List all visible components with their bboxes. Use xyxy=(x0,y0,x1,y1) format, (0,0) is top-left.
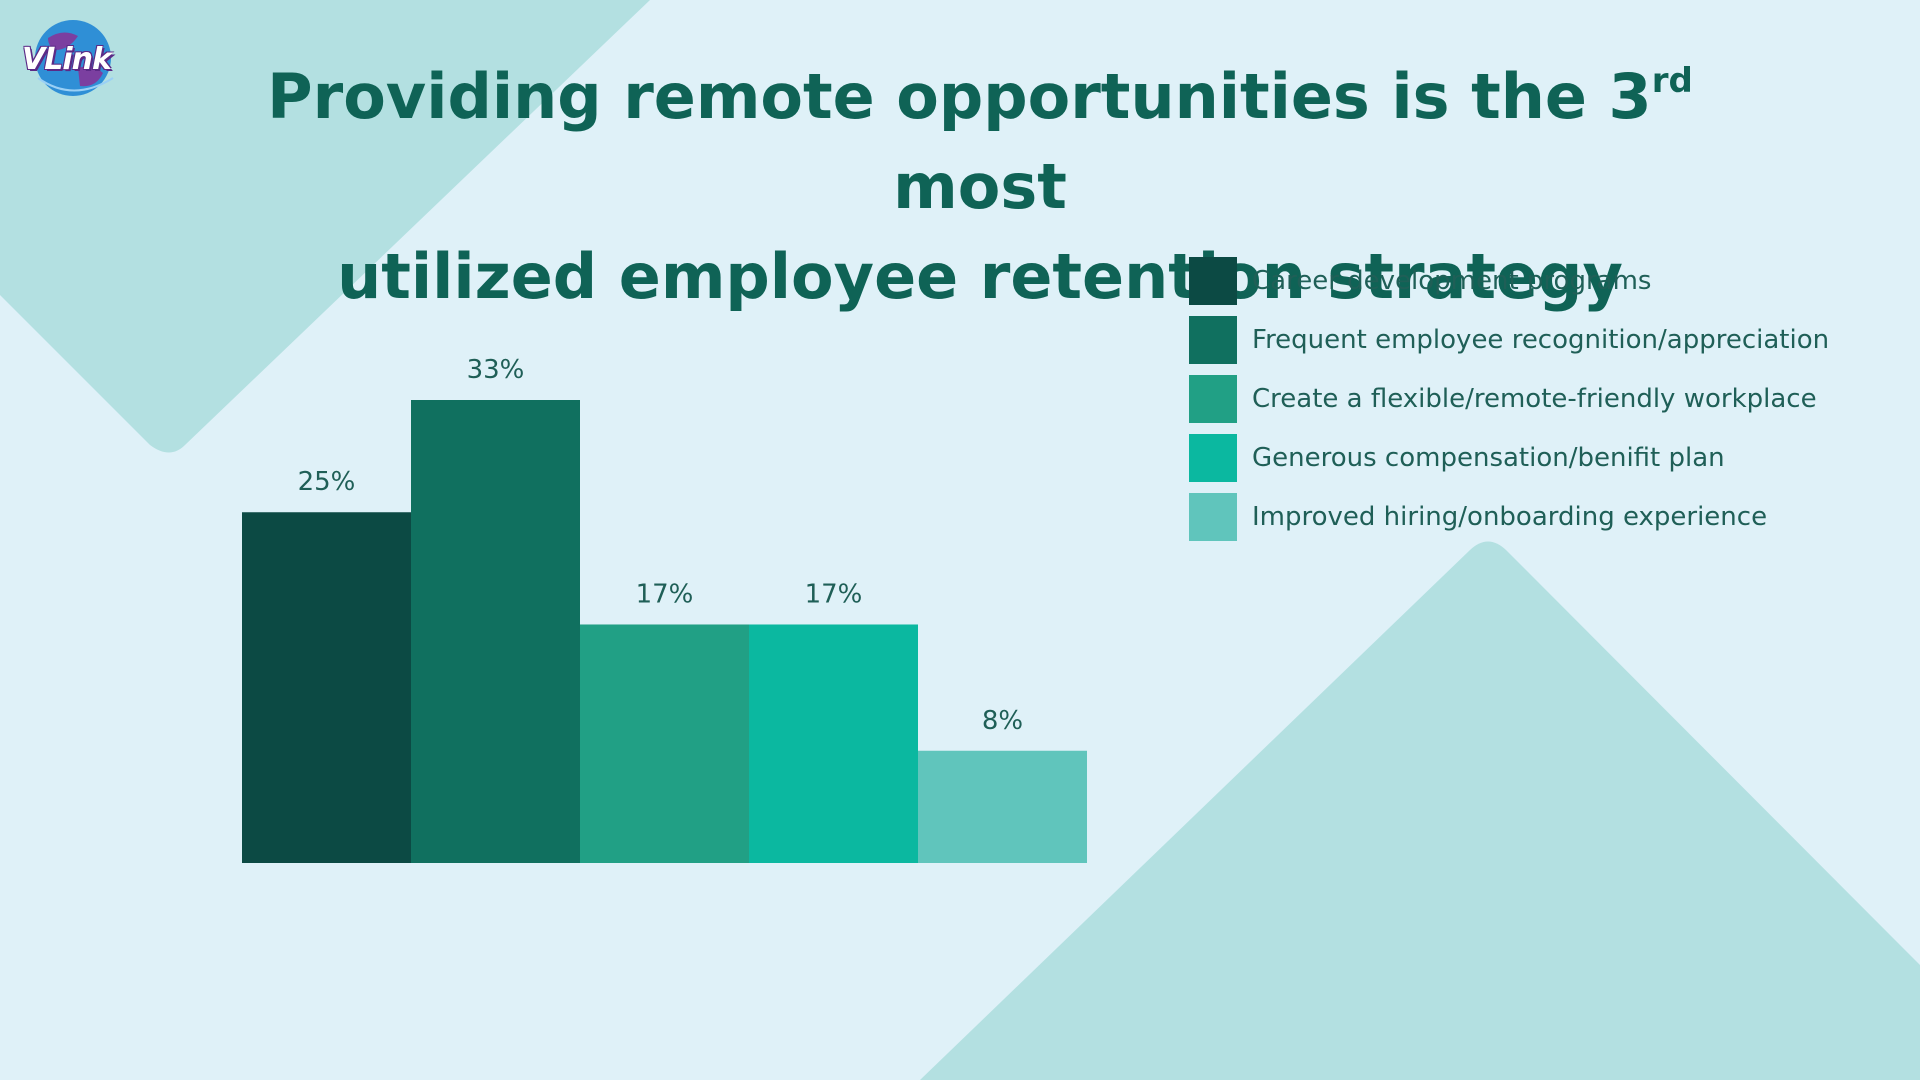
legend-label-5: Improved hiring/onboarding experience xyxy=(1252,502,1768,532)
legend-label-4: Generous compensation/benifit plan xyxy=(1252,443,1725,473)
bar-4 xyxy=(749,624,918,863)
legend-swatch-5 xyxy=(1189,493,1237,541)
page-title: Providing remote opportunities is the 3r… xyxy=(200,52,1760,322)
bar-2 xyxy=(411,400,580,863)
legend-label-1: Career development programs xyxy=(1252,266,1652,296)
legend-item-2: Frequent employee recognition/appreciati… xyxy=(1189,316,1829,364)
legend-item-1: Career development programs xyxy=(1189,257,1829,305)
legend-item-3: Create a flexible/remote-friendly workpl… xyxy=(1189,375,1829,423)
legend-item-4: Generous compensation/benifit plan xyxy=(1189,434,1829,482)
data-label-5: 8% xyxy=(982,706,1023,736)
logo-text: VLink xyxy=(22,42,112,77)
legend-item-5: Improved hiring/onboarding experience xyxy=(1189,493,1829,541)
decor-triangle-top-left xyxy=(0,0,650,453)
legend-swatch-1 xyxy=(1189,257,1237,305)
data-label-2: 33% xyxy=(467,355,525,385)
legend-swatch-2 xyxy=(1189,316,1237,364)
legend-swatch-4 xyxy=(1189,434,1237,482)
bar-1 xyxy=(242,512,411,863)
chart-legend: Career development programs Frequent empl… xyxy=(1189,257,1829,552)
data-label-1: 25% xyxy=(298,467,356,497)
title-line-1-start: Providing remote opportunities is the 3 xyxy=(267,60,1652,133)
data-label-4: 17% xyxy=(805,579,863,609)
globe-icon xyxy=(35,20,114,96)
legend-label-3: Create a flexible/remote-friendly workpl… xyxy=(1252,384,1817,414)
legend-label-2: Frequent employee recognition/appreciati… xyxy=(1252,325,1830,355)
decor-triangle-bottom-right xyxy=(920,541,1920,1080)
title-line-1-end: most xyxy=(893,150,1067,223)
vlink-logo: VLink xyxy=(18,18,128,104)
bar-3 xyxy=(580,624,749,863)
bar-5 xyxy=(918,750,1087,863)
legend-swatch-3 xyxy=(1189,375,1237,423)
data-label-3: 17% xyxy=(636,579,694,609)
title-superscript: rd xyxy=(1651,61,1693,101)
title-line-2: utilized employee retention strategy xyxy=(337,240,1623,313)
